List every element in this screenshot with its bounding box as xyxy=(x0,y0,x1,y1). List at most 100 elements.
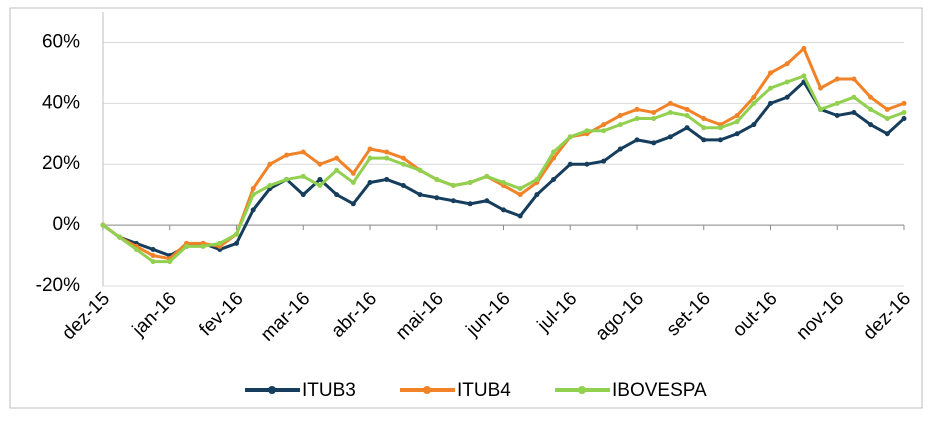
data-point xyxy=(267,183,273,189)
data-point xyxy=(367,146,373,152)
data-point xyxy=(634,116,640,122)
data-point xyxy=(667,109,673,115)
data-point xyxy=(884,106,890,112)
y-tick-label: 20% xyxy=(42,153,80,174)
data-point xyxy=(667,100,673,106)
data-point xyxy=(517,213,523,219)
data-point xyxy=(651,116,657,122)
data-point xyxy=(534,176,540,182)
data-point xyxy=(701,125,707,131)
data-point xyxy=(784,79,790,85)
data-point xyxy=(200,243,206,249)
data-point xyxy=(217,240,223,246)
data-point xyxy=(901,109,907,115)
data-point xyxy=(250,186,256,192)
data-point xyxy=(450,198,456,204)
data-point xyxy=(400,183,406,189)
data-point xyxy=(300,192,306,198)
data-point xyxy=(367,155,373,161)
data-point xyxy=(717,137,723,143)
data-point xyxy=(501,179,506,185)
data-point xyxy=(768,100,773,106)
y-tick-label: 0% xyxy=(53,214,81,235)
data-point xyxy=(133,246,139,252)
data-point xyxy=(734,113,740,119)
data-point xyxy=(784,94,790,100)
data-point xyxy=(250,207,256,213)
data-point xyxy=(350,179,356,185)
data-point xyxy=(300,149,306,155)
data-point xyxy=(851,76,857,82)
data-point xyxy=(551,149,557,155)
data-point xyxy=(818,85,824,91)
data-point xyxy=(350,170,356,176)
data-point xyxy=(851,94,857,100)
data-point xyxy=(651,109,657,115)
data-point xyxy=(734,119,740,125)
data-point xyxy=(317,183,323,189)
data-point xyxy=(551,176,557,182)
data-point xyxy=(651,140,657,146)
data-point xyxy=(751,100,757,106)
data-point xyxy=(801,46,807,52)
y-tick-label: 60% xyxy=(42,31,80,52)
data-point xyxy=(250,192,256,198)
legend-label: ITUB4 xyxy=(457,380,511,401)
data-point xyxy=(434,176,440,182)
data-point xyxy=(868,94,874,100)
data-point xyxy=(450,183,456,189)
data-point xyxy=(901,100,907,106)
data-point xyxy=(801,73,807,79)
data-point xyxy=(517,186,523,192)
data-point xyxy=(400,155,406,161)
data-point xyxy=(601,122,607,128)
data-point xyxy=(317,176,323,182)
data-point xyxy=(350,201,356,207)
data-point xyxy=(868,122,874,128)
data-point xyxy=(167,259,173,265)
data-point xyxy=(334,155,340,161)
data-point xyxy=(417,192,423,198)
data-point xyxy=(284,152,290,158)
legend-marker xyxy=(578,386,586,394)
data-point xyxy=(834,113,840,119)
data-point xyxy=(534,192,540,198)
data-point xyxy=(400,161,406,167)
data-point xyxy=(183,243,189,249)
data-point xyxy=(234,240,239,246)
data-point xyxy=(484,198,490,204)
data-point xyxy=(150,253,156,259)
data-point xyxy=(617,113,623,119)
data-point xyxy=(634,106,640,112)
data-point xyxy=(384,155,390,161)
data-point xyxy=(601,158,607,164)
legend-label: IBOVESPA xyxy=(612,380,707,401)
data-point xyxy=(818,106,824,112)
data-point xyxy=(417,167,423,173)
data-point xyxy=(667,134,673,140)
data-point xyxy=(884,116,890,122)
data-point xyxy=(567,134,573,140)
data-point xyxy=(784,61,790,67)
data-point xyxy=(434,195,440,201)
data-point xyxy=(367,179,373,185)
data-point xyxy=(701,116,707,122)
data-point xyxy=(584,128,590,134)
data-point xyxy=(234,231,239,237)
data-point xyxy=(884,131,890,137)
data-point xyxy=(484,173,490,179)
data-point xyxy=(150,246,156,252)
data-point xyxy=(150,259,156,265)
data-point xyxy=(567,161,573,167)
data-point xyxy=(384,149,390,155)
y-tick-label: -20% xyxy=(36,275,80,296)
data-point xyxy=(501,207,506,213)
legend-marker xyxy=(268,386,276,394)
data-point xyxy=(584,161,590,167)
data-point xyxy=(684,113,690,119)
data-point xyxy=(834,100,840,106)
data-point xyxy=(467,201,473,207)
data-point xyxy=(768,85,773,91)
data-point xyxy=(517,192,523,198)
